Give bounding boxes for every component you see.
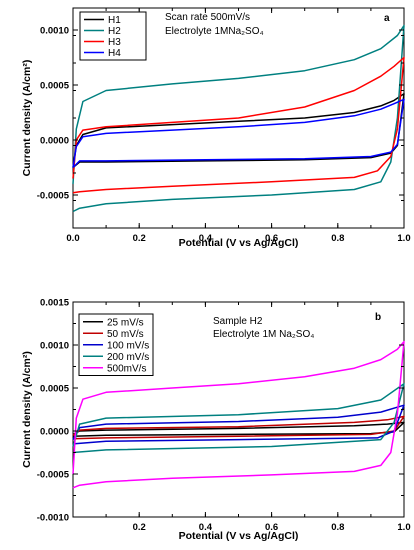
- y-tick-label: 0.0005: [40, 81, 70, 92]
- x-tick-label: 0.4: [199, 522, 213, 533]
- legend-entry: H1: [108, 15, 121, 26]
- chart-panel-a: -0.0005 0.0000 0.0005 0.0010 0.0 0.2 0.4 0.6 0.8…: [21, 7, 411, 249]
- legend-entry: H3: [108, 37, 121, 48]
- x-tick-label: 0.2: [133, 522, 146, 533]
- annotation-sample: Sample H2: [213, 316, 263, 327]
- legend-entry: 50 mV/s: [107, 329, 144, 340]
- y-tick-label: -0.0010: [37, 513, 69, 524]
- y-tick-label: 0.0015: [40, 298, 70, 309]
- legend-entry: 100 mV/s: [107, 340, 149, 351]
- x-tick-label: 0.0: [66, 233, 79, 244]
- x-tick-label: 0.4: [199, 233, 213, 244]
- annotation-electrolyte: Electrolyte 1M Na₂SO₄: [213, 329, 314, 340]
- series-line-h1: [72, 93, 405, 169]
- series-line-h3: [72, 56, 405, 194]
- legend-entry: 200 mV/s: [107, 352, 149, 363]
- ticks-b: -0.0010 -0.0005 0.0000 0.0005 0.0010 0.0015 0.…: [37, 298, 411, 534]
- legend-entry: H2: [108, 26, 121, 37]
- x-tick-label: 1.0: [397, 522, 410, 533]
- legend-entry: H4: [108, 48, 121, 59]
- y-tick-label: 0.0000: [40, 136, 69, 147]
- annotation-electrolyte: Electrolyte 1MNa₂SO₄: [165, 26, 264, 37]
- series-line-h2: [72, 24, 405, 213]
- series-line-200-mv-s: [72, 382, 405, 454]
- x-tick-label: 1.0: [397, 233, 410, 244]
- legend-entry: 500mV/s: [107, 363, 146, 374]
- y-tick-label: 0.0010: [40, 341, 69, 352]
- x-tick-label: 0.8: [331, 233, 344, 244]
- x-tick-label: 0.6: [265, 522, 278, 533]
- y-tick-label: 0.0010: [40, 26, 69, 37]
- panel-label: a: [384, 13, 390, 24]
- curves-a: [72, 24, 405, 213]
- ticks-a: -0.0005 0.0000 0.0005 0.0010 0.0 0.2 0.4 0.6 0.8…: [37, 8, 411, 244]
- chart-panel-b: -0.0010 -0.0005 0.0000 0.0005 0.0010 0.0015 0.…: [21, 298, 411, 543]
- y-tick-label: -0.0005: [37, 470, 70, 481]
- y-axis-label: Current density (A/cm²): [21, 351, 33, 468]
- panel-label: b: [375, 312, 381, 323]
- y-tick-label: 0.0000: [40, 427, 69, 438]
- series-line-h4: [72, 98, 405, 169]
- y-tick-label: -0.0005: [37, 191, 70, 202]
- annotation-scan-rate: Scan rate 500mV/s: [165, 12, 250, 23]
- x-tick-label: 0.8: [331, 522, 344, 533]
- x-tick-label: 0.2: [133, 233, 146, 244]
- x-tick-label: 0.6: [265, 233, 278, 244]
- legend-entry: 25 mV/s: [107, 317, 144, 328]
- x-axis-label: Potential (V vs Ag/AgCl): [179, 530, 299, 542]
- y-tick-label: 0.0005: [40, 384, 70, 395]
- y-axis-label: Current density (A/cm²): [21, 60, 33, 177]
- series-line-100-mv-s: [72, 404, 405, 445]
- x-axis-label: Potential (V vs Ag/AgCl): [179, 237, 299, 249]
